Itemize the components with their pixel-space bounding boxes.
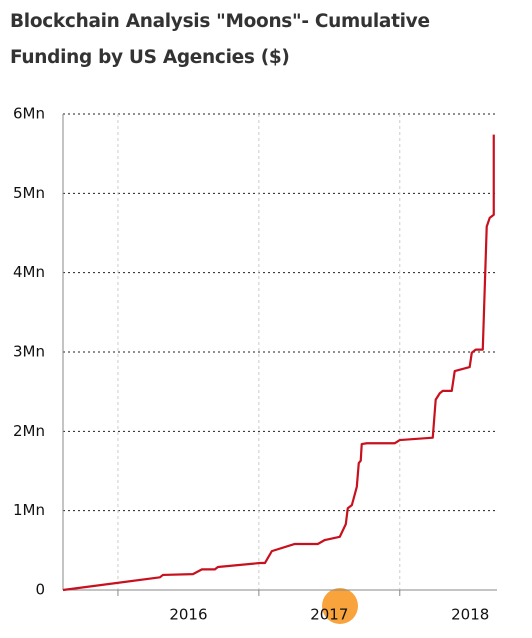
y-tick-label: 5Mn: [13, 184, 45, 202]
y-tick-label: 2Mn: [13, 422, 45, 440]
y-tick-label: 3Mn: [13, 343, 45, 361]
x-tick-label: 2018: [451, 606, 489, 624]
y-tick-label: 4Mn: [13, 263, 45, 281]
y-tick-label: 0: [35, 581, 45, 599]
y-tick-label: 1Mn: [13, 501, 45, 519]
x-tick-label: 2017: [310, 606, 348, 624]
chart-title: Blockchain Analysis "Moons"- Cumulative …: [10, 11, 430, 68]
line: [62, 134, 495, 592]
watermark-logo: [322, 588, 358, 624]
y-tick-label: 6Mn: [13, 105, 45, 123]
x-tick-label: 2016: [169, 606, 207, 624]
